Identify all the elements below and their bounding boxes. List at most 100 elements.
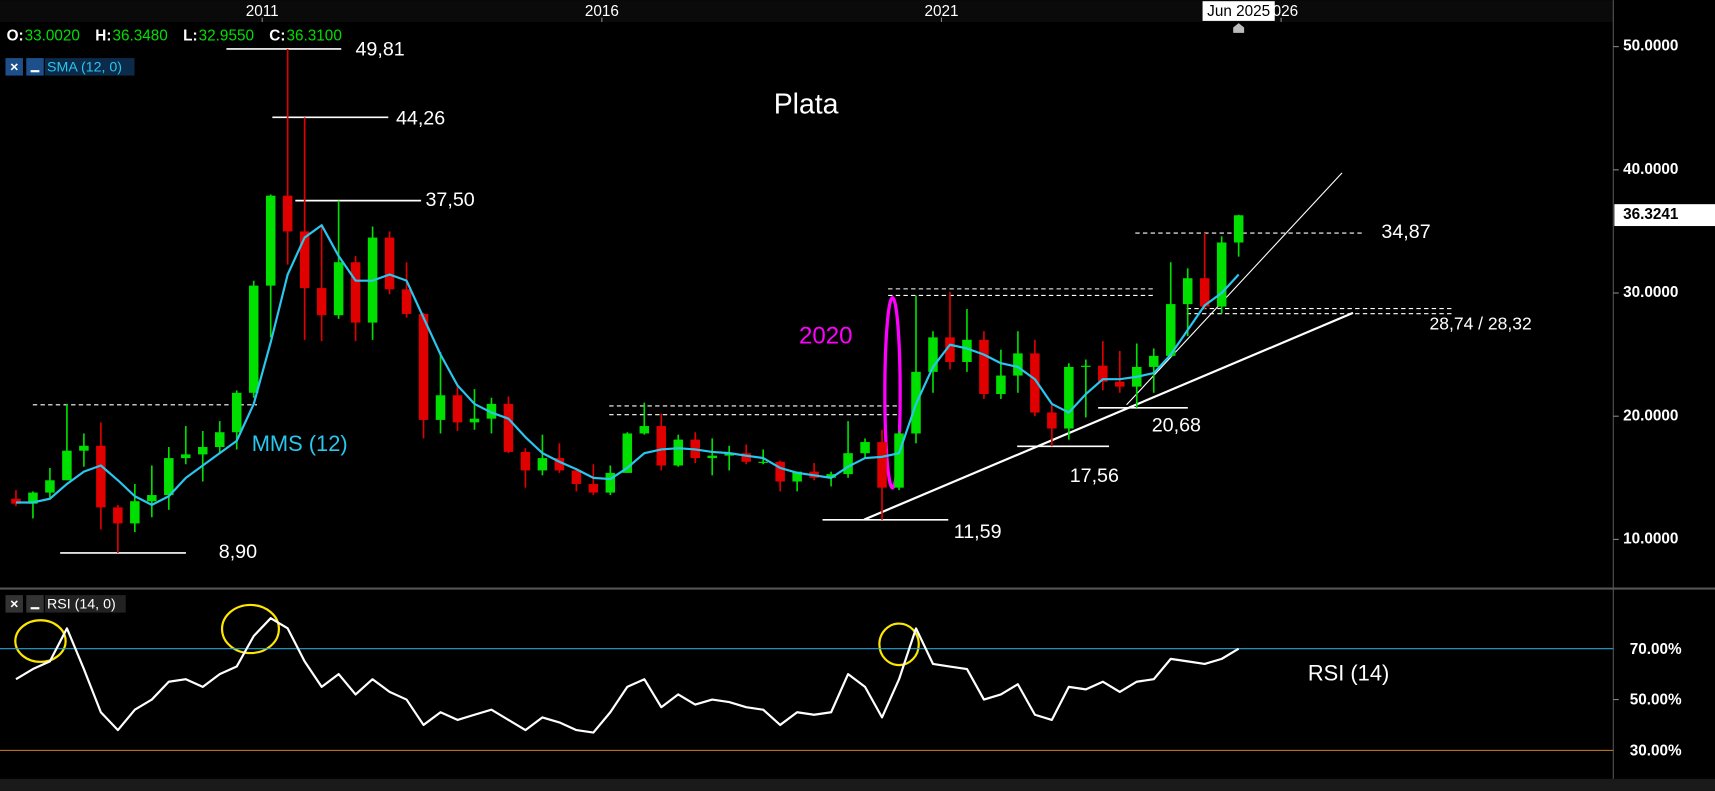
candle-body [554, 458, 565, 471]
candles [11, 48, 1244, 553]
ohlc-value: 36.3480 [113, 27, 168, 44]
candle-body [469, 418, 480, 423]
cursor-label: Jun 2025 [1207, 3, 1270, 20]
candle-body [1233, 215, 1244, 243]
candle-body [503, 403, 514, 452]
candle-body [775, 461, 785, 482]
rsi-highlight [14, 619, 67, 663]
candle-body [147, 495, 157, 502]
ohlc-label: H: [95, 27, 111, 44]
candle-body [758, 461, 768, 463]
legend-close-icon[interactable] [5, 595, 23, 613]
candle-body [350, 262, 361, 323]
trendline [1126, 172, 1343, 406]
candle-body [333, 262, 344, 316]
candle-body [962, 339, 972, 363]
candle-body [639, 426, 650, 434]
candle-body [741, 453, 751, 462]
candle-body [96, 445, 106, 508]
candle-body [792, 471, 802, 482]
rsi-highlight [220, 603, 280, 655]
candle-body [198, 447, 208, 455]
sma-label: MMS (12) [252, 431, 348, 456]
candle-body [79, 445, 89, 451]
candle-body [384, 237, 395, 290]
y-tick-label: 50.00% [1630, 692, 1682, 709]
candle-body [435, 395, 446, 420]
candle-body [418, 313, 429, 420]
candle-body [1064, 366, 1074, 429]
x-tick-label: 2011 [246, 3, 279, 20]
legend-close-icon[interactable] [5, 58, 23, 76]
ohlc-label: L: [183, 27, 197, 44]
candle-body [979, 339, 989, 395]
y-tick-label: 20.0000 [1623, 407, 1678, 424]
candle-body [537, 458, 548, 471]
level-label: 17,56 [1070, 465, 1119, 487]
level-label: 8,90 [219, 541, 257, 563]
candle-body [520, 451, 531, 471]
y-tick-label: 70.00% [1630, 641, 1682, 658]
legend-box [44, 58, 135, 76]
candle-body [282, 195, 293, 232]
candle-body [1216, 242, 1227, 307]
level-label: 44,26 [396, 108, 445, 130]
candle-body [1165, 304, 1176, 356]
candle-body [707, 455, 717, 459]
x-tick-label: 2021 [924, 3, 958, 20]
candle-body [401, 289, 412, 314]
candle-body [181, 454, 191, 459]
candle-body [11, 498, 21, 504]
legend-hide-icon[interactable] [26, 58, 44, 76]
y-tick-label: 40.0000 [1623, 161, 1678, 178]
candle-body [214, 432, 225, 448]
y-tick-label: 30.00% [1630, 743, 1682, 760]
candle-body [1030, 353, 1040, 413]
candle-body [452, 395, 463, 423]
candle-body [1047, 412, 1057, 429]
y-tick-label: 30.0000 [1623, 284, 1678, 301]
candle-body [1013, 353, 1023, 376]
ohlc-label: O: [7, 27, 24, 44]
trendline [863, 311, 1354, 521]
candle-body [62, 450, 72, 481]
candle-body [265, 195, 276, 286]
candle-body [588, 483, 599, 493]
legend-close-icon[interactable]: × [10, 597, 18, 613]
candle-body [1098, 365, 1108, 382]
ohlc-label: C: [269, 27, 285, 44]
bottom-bar [0, 778, 1715, 791]
candle-body [724, 453, 734, 456]
ohlc-value: 33.0020 [25, 27, 80, 44]
y-tick-label: 50.0000 [1623, 38, 1678, 55]
candle-body [894, 433, 904, 488]
candle-body [130, 501, 140, 524]
legend-entry: SMA (12, 0) [47, 60, 122, 76]
time-axis-bar [0, 0, 1614, 22]
cursor-marker [1233, 23, 1245, 33]
candle-body [945, 337, 955, 363]
candle-body [877, 442, 887, 488]
candle-body [673, 439, 684, 466]
series-line [15, 224, 1240, 506]
legend-hide-icon[interactable] [26, 595, 44, 613]
series-line [15, 617, 1240, 734]
rsi-highlight [878, 622, 920, 667]
level-label: 28,74 / 28,32 [1430, 313, 1532, 333]
candle-body [299, 231, 310, 289]
dashed-levels [32, 288, 1157, 416]
candle-body [113, 507, 123, 524]
level-label: 49,81 [355, 38, 404, 60]
last-price-tag [1614, 204, 1715, 227]
highlight-ellipse [883, 295, 902, 490]
legend-close-icon[interactable]: × [10, 60, 18, 76]
candle-body [843, 453, 853, 475]
candle-body [605, 472, 616, 493]
legend-entry: RSI (14, 0) [47, 597, 116, 613]
last-price-label: 36.3241 [1623, 206, 1679, 223]
ohlc-value: 32.9550 [199, 27, 254, 44]
candle-body [1081, 365, 1091, 367]
